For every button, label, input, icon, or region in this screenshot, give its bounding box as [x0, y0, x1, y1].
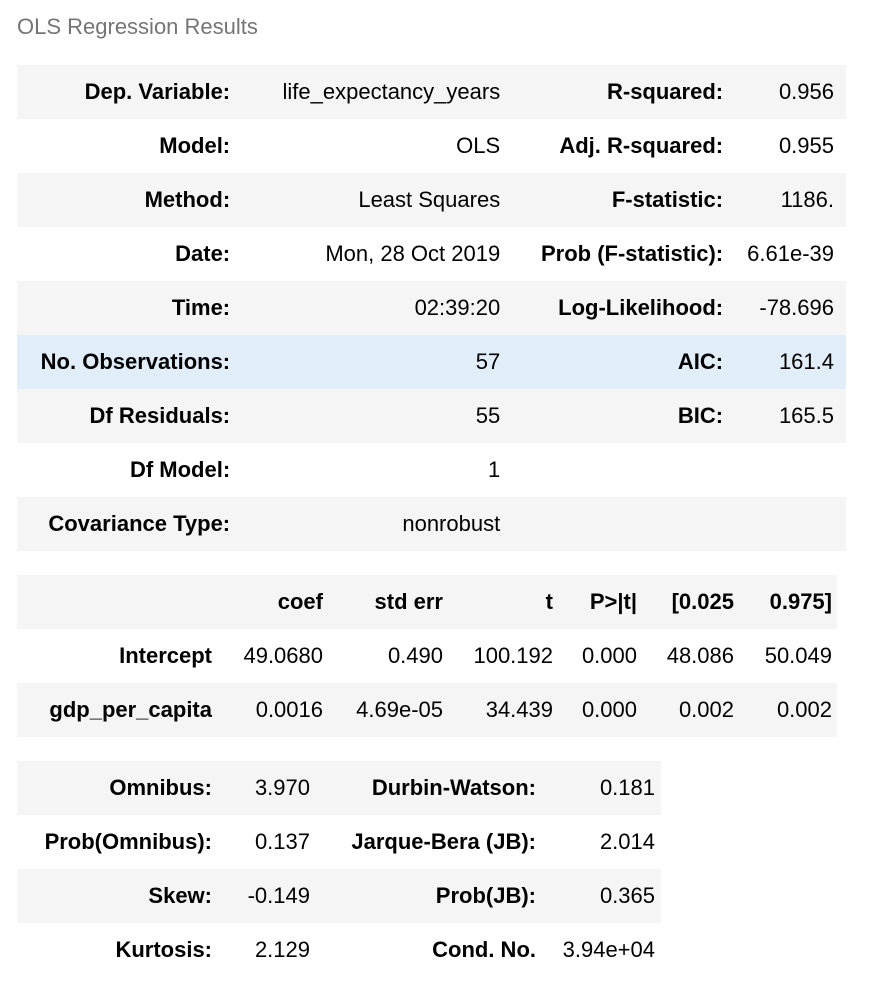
table-row: Time: 02:39:20 Log-Likelihood: -78.696 [17, 281, 846, 335]
summary-value: 165.5 [778, 403, 834, 428]
column-header [17, 575, 217, 629]
coef-cell: 0.0016 [255, 697, 323, 722]
summary-label: Adj. R-squared: [559, 133, 724, 158]
ci-lower-cell: 48.086 [666, 643, 734, 668]
summary-value: Least Squares [358, 187, 501, 212]
summary-value [735, 443, 846, 497]
summary-label: Model: [159, 133, 231, 158]
diagnostic-value: -0.149 [247, 883, 310, 908]
summary-value: 0.955 [778, 133, 834, 158]
p-value-cell: 0.000 [581, 643, 637, 668]
summary-label: Time: [171, 295, 231, 320]
table-row: Date: Mon, 28 Oct 2019 Prob (F-statistic… [17, 227, 846, 281]
diagnostic-label: Cond. No. [432, 937, 536, 962]
summary-value: 55 [475, 403, 501, 428]
summary-label: Method: [144, 187, 231, 212]
diagnostic-value: 0.137 [254, 829, 310, 854]
column-header: [0.025 [671, 589, 734, 614]
summary-label: Prob (F-statistic): [540, 241, 724, 266]
table-row: Kurtosis: 2.129 Cond. No. 3.94e+04 [17, 923, 661, 977]
model-summary-table: Dep. Variable: life_expectancy_years R-s… [17, 65, 846, 551]
summary-label [512, 497, 735, 551]
table-row: Prob(Omnibus): 0.137 Jarque-Bera (JB): 2… [17, 815, 661, 869]
summary-value: 6.61e-39 [747, 241, 834, 266]
diagnostic-label: Durbin-Watson: [371, 775, 536, 800]
table-row-highlighted: No. Observations: 57 AIC: 161.4 [17, 335, 846, 389]
column-header: P>|t| [589, 589, 637, 614]
summary-label: Date: [175, 241, 231, 266]
table-row: gdp_per_capita 0.0016 4.69e-05 34.439 0.… [17, 683, 837, 737]
t-cell: 100.192 [473, 643, 553, 668]
summary-label: F-statistic: [611, 187, 724, 212]
diagnostic-value: 3.970 [254, 775, 310, 800]
table-row: Df Model: 1 [17, 443, 846, 497]
std-err-cell: 0.490 [387, 643, 443, 668]
ci-upper-cell: 50.049 [764, 643, 832, 668]
table-row: Omnibus: 3.970 Durbin-Watson: 0.181 [17, 761, 661, 815]
table-row: Method: Least Squares F-statistic: 1186. [17, 173, 846, 227]
table-row: Covariance Type: nonrobust [17, 497, 846, 551]
summary-value: 02:39:20 [414, 295, 501, 320]
column-header: std err [374, 589, 443, 614]
summary-value: nonrobust [402, 511, 501, 536]
table-header-row: coef std err t P>|t| [0.025 0.975] [17, 575, 837, 629]
ci-upper-cell: 0.002 [776, 697, 832, 722]
summary-value: OLS [456, 133, 501, 158]
diagnostic-value: 2.129 [254, 937, 310, 962]
summary-label [512, 443, 735, 497]
diagnostic-value: 2.014 [599, 829, 655, 854]
diagnostic-label: Skew: [148, 883, 212, 908]
std-err-cell: 4.69e-05 [356, 697, 443, 722]
summary-value: 161.4 [778, 349, 834, 374]
coef-cell: 49.0680 [243, 643, 323, 668]
diagnostic-label: Omnibus: [109, 775, 212, 800]
column-header: coef [277, 589, 323, 614]
summary-value: 1186. [780, 187, 834, 212]
p-value-cell: 0.000 [581, 697, 637, 722]
diagnostic-label: Jarque-Bera (JB): [351, 829, 536, 854]
summary-label: Dep. Variable: [84, 79, 231, 104]
diagnostic-label: Prob(Omnibus): [44, 829, 212, 854]
diagnostic-value: 0.181 [599, 775, 655, 800]
summary-value [735, 497, 846, 551]
t-cell: 34.439 [485, 697, 553, 722]
summary-label: No. Observations: [40, 349, 231, 374]
table-row: Intercept 49.0680 0.490 100.192 0.000 48… [17, 629, 837, 683]
summary-label: Df Model: [129, 457, 231, 482]
diagnostic-label: Kurtosis: [115, 937, 212, 962]
table-row: Skew: -0.149 Prob(JB): 0.365 [17, 869, 661, 923]
table-caption: OLS Regression Results [17, 14, 258, 39]
variable-name: Intercept [119, 643, 212, 668]
diagnostic-value: 0.365 [599, 883, 655, 908]
variable-name: gdp_per_capita [49, 697, 212, 722]
summary-value: Mon, 28 Oct 2019 [325, 241, 501, 266]
summary-label: Log-Likelihood: [558, 295, 724, 320]
diagnostics-table: Omnibus: 3.970 Durbin-Watson: 0.181 Prob… [17, 761, 661, 977]
summary-value: 1 [487, 457, 501, 482]
table-row: Dep. Variable: life_expectancy_years R-s… [17, 65, 846, 119]
coefficients-table: coef std err t P>|t| [0.025 0.975] Inter… [17, 575, 837, 737]
ci-lower-cell: 0.002 [678, 697, 734, 722]
table-row: Model: OLS Adj. R-squared: 0.955 [17, 119, 846, 173]
summary-label: AIC: [677, 349, 724, 374]
summary-value: life_expectancy_years [282, 79, 501, 104]
column-header: t [545, 589, 553, 614]
summary-value: 0.956 [778, 79, 834, 104]
column-header: 0.975] [769, 589, 832, 614]
diagnostic-value: 3.94e+04 [562, 937, 655, 962]
summary-label: Df Residuals: [89, 403, 231, 428]
diagnostic-label: Prob(JB): [435, 883, 536, 908]
summary-label: BIC: [677, 403, 724, 428]
summary-label: Covariance Type: [48, 511, 231, 536]
summary-value: 57 [475, 349, 501, 374]
summary-label: R-squared: [606, 79, 724, 104]
table-row: Df Residuals: 55 BIC: 165.5 [17, 389, 846, 443]
summary-value: -78.696 [759, 295, 834, 320]
